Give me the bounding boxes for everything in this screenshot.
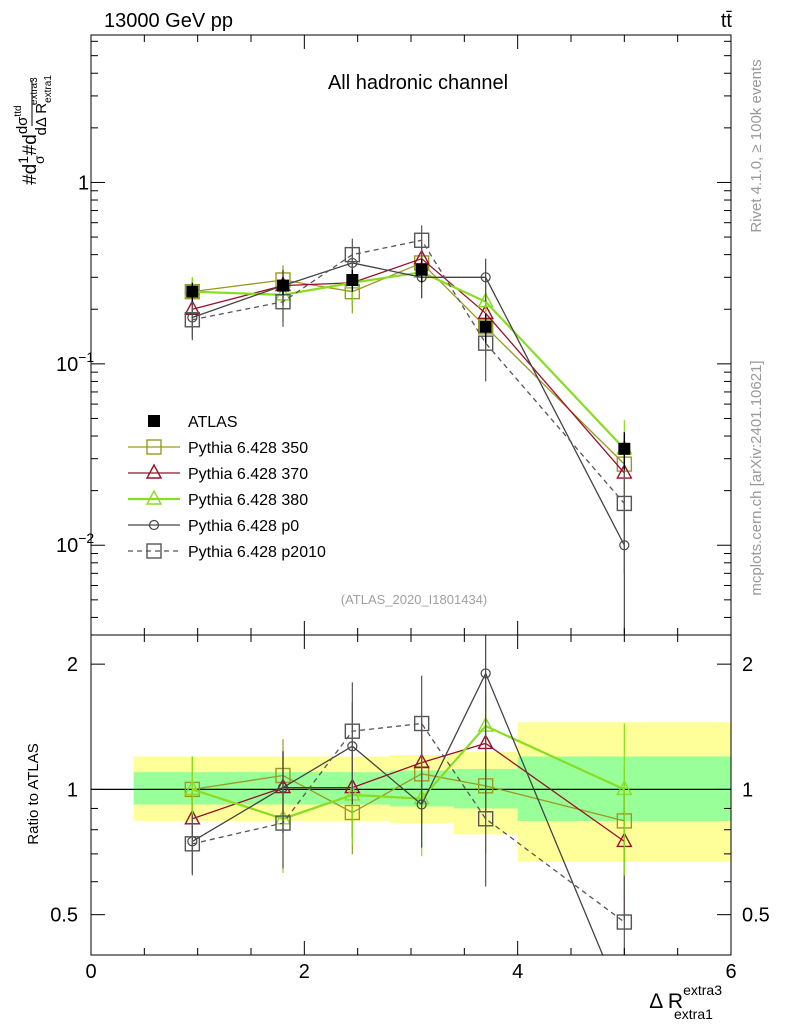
atlas-point-5	[618, 442, 631, 455]
legend-marker-2	[145, 489, 163, 505]
legend-marker-1	[145, 463, 163, 479]
series-4-point-5	[616, 495, 633, 512]
ratio-ytick-label-1: 1	[67, 779, 78, 801]
atlas-point-2	[346, 273, 359, 286]
atlas-point-1	[277, 279, 289, 292]
main-ytick-label-1: 10−1	[56, 349, 94, 376]
ratio-ytick-label-right-0: 0.5	[742, 905, 770, 927]
mcplots-label: mcplots.cern.ch [arXiv:2401.10621]	[748, 360, 765, 595]
analysis-id: (ATLAS_2020_I1801434)	[341, 592, 487, 607]
x-axis-label: Δ Rextra3 extra1	[649, 982, 722, 1022]
main-panel-data	[184, 225, 633, 635]
ratio-ytick-label-0: 0.5	[50, 905, 78, 927]
ratio-xtick-label-0: 0	[85, 961, 96, 983]
legend: ATLAS Pythia 6.428 350 Pythia 6.428 370 Pyt…	[128, 414, 326, 561]
ratio-y-axis-label: Ratio to ATLAS	[25, 743, 42, 844]
legend-label-0: Pythia 6.428 350	[188, 440, 308, 457]
ratio-line-0	[192, 773, 625, 822]
process-label: tt̄	[721, 10, 733, 32]
ratio-panel-axis: 0.5 0.5 1 1 2 2 0 2 4 6	[50, 635, 770, 983]
ratio-4-point-1	[275, 815, 291, 831]
ratio-4-point-2	[344, 723, 361, 739]
series-line-3	[192, 262, 625, 546]
ratio-4-point-5	[616, 914, 633, 930]
ratio-3-point-4	[480, 668, 491, 679]
ratio-line-2	[191, 724, 625, 820]
main-panel-axis: 10−2 10−1 1	[56, 35, 732, 635]
legend-label-2: Pythia 6.428 380	[188, 492, 308, 509]
main-panel-frame	[90, 34, 732, 636]
ratio-4-point-0	[184, 836, 201, 852]
series-3-point-4	[480, 272, 491, 283]
ratio-xtick-label-1: 2	[299, 961, 310, 983]
series-line-4	[192, 239, 625, 504]
legend-marker-atlas	[148, 415, 160, 427]
series-4-point-1	[275, 294, 291, 310]
series-line-2	[192, 271, 626, 450]
legend-label-4: Pythia 6.428 p2010	[188, 544, 326, 561]
ratio-ytick-label-right-2: 2	[742, 654, 753, 676]
ratio-2-point-5	[616, 779, 633, 796]
atlas-point-3	[415, 263, 428, 276]
ratio-panel-data	[91, 635, 731, 955]
ratio-2-point-0	[184, 779, 201, 796]
ratio-4-point-4	[477, 811, 494, 827]
channel-label: All hadronic channel	[328, 72, 508, 94]
ratio-ytick-label-2: 2	[67, 654, 78, 676]
legend-label-3: Pythia 6.428 p0	[188, 518, 299, 535]
atlas-point-4	[479, 320, 492, 333]
energy-label: 13000 GeV pp	[104, 10, 233, 32]
legend-marker-4	[146, 543, 162, 559]
ratio-3-point-3	[416, 799, 427, 810]
main-y-axis-label: #d1σ#ddσttd dΔ Rextra1extra3	[13, 75, 54, 185]
series-2-point-4	[477, 292, 494, 308]
rivet-version-label: Rivet 4.1.0, ≥ 100k events	[748, 59, 765, 232]
ratio-line-3	[192, 671, 604, 955]
series-4-point-3	[413, 232, 430, 248]
main-ytick-label-0: 10−2	[56, 530, 94, 557]
ratio-xtick-label-3: 6	[725, 961, 736, 983]
atlas-point-0	[186, 285, 199, 298]
ratio-panel-bands	[133, 722, 731, 862]
legend-marker-0	[146, 439, 162, 455]
ratio-4-point-3	[413, 715, 430, 732]
legend-marker-3	[148, 519, 160, 531]
legend-label-1: Pythia 6.428 370	[188, 466, 308, 483]
ratio-xtick-label-2: 4	[512, 961, 523, 983]
legend-label-atlas: ATLAS	[188, 414, 238, 431]
series-4-point-2	[344, 246, 361, 263]
series-4-point-0	[184, 312, 201, 328]
ratio-ytick-label-right-1: 1	[742, 779, 753, 801]
main-ytick-label-2: 1	[78, 172, 89, 194]
